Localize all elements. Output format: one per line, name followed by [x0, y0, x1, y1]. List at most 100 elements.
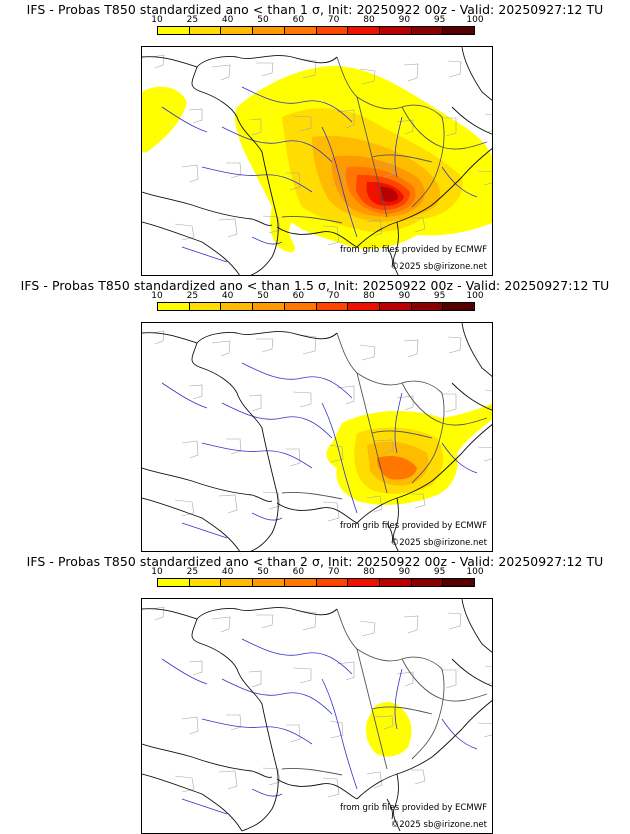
river-line: [241, 362, 353, 399]
probability-legend-1: [157, 26, 475, 35]
admin-boundary: [411, 217, 426, 233]
coastline: [461, 599, 492, 653]
coastline: [142, 497, 240, 551]
coastline: [276, 502, 358, 524]
legend-tick-label: 40: [221, 15, 234, 25]
admin-boundary: [218, 770, 238, 790]
admin-boundary: [441, 669, 457, 689]
legend-tick-label: 60: [292, 567, 305, 577]
coastline: [451, 382, 492, 411]
river-line: [441, 166, 478, 198]
admin-boundary: [477, 170, 492, 186]
legend-swatch-70: [316, 579, 349, 586]
legend-tick-label: 100: [466, 291, 484, 301]
admin-boundary: [174, 775, 195, 793]
probability-legend-2: [157, 302, 475, 311]
river-line: [441, 718, 478, 750]
data-source-credit-3: from grib files provided by ECMWF: [340, 803, 487, 813]
coastline: [142, 221, 240, 275]
copyright-credit-1: ©2025 sb@irizone.net: [390, 262, 487, 272]
legend-tick-label: 50: [257, 567, 269, 577]
river-line: [241, 638, 353, 675]
coastline: [356, 424, 492, 524]
legend-ticks-2: 10 25 40 50 60 70 80 90 95 100: [151, 291, 483, 302]
admin-boundary: [211, 616, 231, 633]
country-border: [371, 706, 433, 715]
admin-boundary: [411, 493, 426, 509]
river-line: [321, 126, 358, 238]
admin-boundary: [286, 448, 301, 467]
legend-tick-label: 100: [466, 15, 484, 25]
legend-swatch-25: [189, 579, 222, 586]
admin-boundary: [403, 615, 419, 634]
legend-tick-label: 95: [433, 291, 446, 301]
coastline: [191, 342, 279, 551]
legend-tick-label: 80: [363, 291, 375, 301]
admin-boundary: [403, 63, 419, 82]
legend-swatch-50: [253, 303, 285, 310]
river-line: [181, 522, 228, 539]
admin-boundary: [181, 716, 199, 735]
map-panel-2: IFS - Probas T850 standardized ano < tha…: [0, 276, 630, 552]
admin-boundary: [226, 162, 242, 179]
coastline: [142, 607, 338, 620]
admin-boundary: [477, 722, 492, 738]
legend-tick-label: 90: [398, 15, 411, 25]
prob-area-60: [377, 456, 417, 480]
admin-boundary: [411, 769, 426, 785]
river-line: [181, 246, 228, 263]
map-canvas-3: [142, 599, 492, 832]
river-line: [201, 442, 313, 469]
legend-tick-label: 90: [398, 291, 411, 301]
legend-tick-label: 25: [186, 15, 199, 25]
legend-tick-label: 100: [466, 567, 484, 577]
admin-boundary: [248, 670, 262, 688]
coastline: [386, 798, 393, 820]
coastline: [461, 47, 492, 101]
country-border: [281, 216, 343, 224]
admin-boundary: [174, 499, 195, 517]
admin-boundary: [151, 606, 165, 621]
admin-boundary: [396, 119, 414, 135]
coastline: [276, 778, 358, 800]
coastline: [356, 700, 492, 800]
map-panel-3: IFS - Probas T850 standardized ano < tha…: [0, 552, 630, 834]
copyright-credit-2: ©2025 sb@irizone.net: [390, 538, 487, 548]
probability-map-1: from grib files provided by ECMWF ©2025 …: [141, 46, 493, 276]
coastline: [393, 773, 401, 832]
coastline: [461, 323, 492, 377]
admin-boundary: [373, 163, 394, 178]
coastline: [386, 246, 393, 268]
coastline: [276, 226, 358, 248]
admin-boundary: [366, 219, 383, 237]
legend-tick-label: 60: [292, 291, 305, 301]
river-line: [221, 678, 333, 715]
country-border: [281, 492, 343, 500]
map-title-1: IFS - Probas T850 standardized ano < tha…: [26, 2, 604, 17]
admin-boundary: [336, 109, 355, 129]
legend-swatch-70: [316, 27, 349, 34]
admin-boundary: [256, 62, 274, 77]
admin-boundary: [373, 439, 394, 454]
legend-swatch-80: [348, 303, 380, 310]
river-line: [321, 402, 358, 514]
legend-tick-label: 95: [433, 15, 446, 25]
legend-swatch-95: [411, 303, 444, 310]
admin-boundary: [226, 714, 242, 731]
coastline: [142, 743, 273, 778]
admin-boundary: [477, 446, 492, 462]
probability-map-3: from grib files provided by ECMWF ©2025 …: [141, 598, 493, 834]
legend-swatch-60: [284, 303, 317, 310]
admin-boundary: [322, 501, 340, 522]
map-canvas-1: [142, 47, 492, 275]
country-border: [411, 116, 445, 208]
coastline: [142, 191, 273, 226]
admin-boundary: [211, 340, 231, 357]
data-source-credit-2: from grib files provided by ECMWF: [340, 521, 487, 531]
river-line: [251, 788, 283, 797]
admin-boundary: [292, 667, 312, 684]
admin-boundary: [262, 215, 281, 234]
admin-boundary: [441, 117, 457, 137]
legend-tick-label: 80: [363, 567, 375, 577]
river-line: [394, 668, 403, 730]
